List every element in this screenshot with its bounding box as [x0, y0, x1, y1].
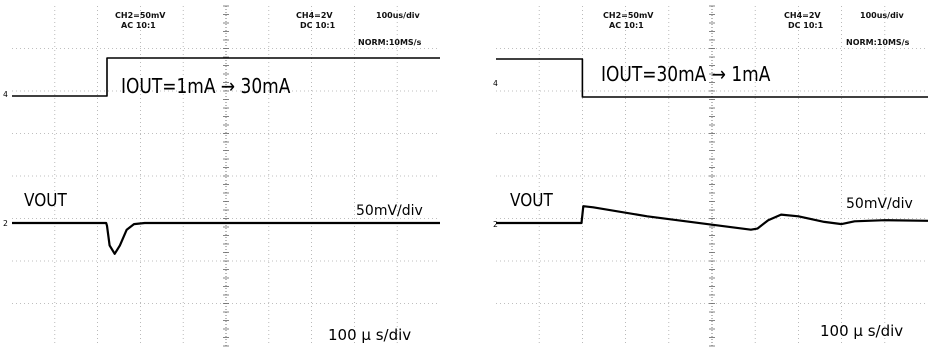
- ch2-ground-marker: 2: [3, 219, 8, 228]
- scope-plot-left: [12, 5, 440, 347]
- ch4-ground-marker: 4: [3, 90, 8, 99]
- ch4-setting: CH4=2V: [784, 11, 821, 20]
- ch2-coupling: AC 10:1: [121, 21, 156, 30]
- ch2-vout-trace: [496, 205, 928, 231]
- timebase: 100us/div: [860, 11, 904, 20]
- current-step-label: IOUT=30mA → 1mA: [601, 62, 771, 86]
- ch2-setting: CH2=50mV: [603, 11, 654, 20]
- vout-label: VOUT: [24, 190, 67, 211]
- ch4-setting: CH4=2V: [296, 11, 333, 20]
- trigger-mode: NORM:10MS/s: [358, 38, 422, 47]
- scope-plot-right: [496, 5, 928, 347]
- timebase: 100us/div: [376, 11, 420, 20]
- oscilloscope-screen-right: CH2=50mV AC 10:1 CH4=2V DC 10:1 100us/di…: [488, 0, 928, 348]
- trigger-mode: NORM:10MS/s: [846, 38, 910, 47]
- ch4-ground-marker: 4: [493, 79, 498, 88]
- ch2-coupling: AC 10:1: [609, 21, 644, 30]
- ch4-coupling: DC 10:1: [300, 21, 336, 30]
- vout-scale: 50mV/div: [356, 203, 423, 219]
- ch2-setting: CH2=50mV: [115, 11, 166, 20]
- time-scale: 100 μ s/div: [820, 322, 904, 340]
- vout-scale: 50mV/div: [846, 196, 913, 212]
- oscilloscope-screen-left: CH2=50mV AC 10:1 CH4=2V DC 10:1 100us/di…: [0, 0, 440, 348]
- current-step-label: IOUT=1mA → 30mA: [121, 74, 291, 98]
- ch2-vout-trace: [12, 221, 440, 255]
- ch4-iout-trace: [496, 58, 928, 98]
- time-scale: 100 μ s/div: [328, 326, 412, 344]
- ch2-ground-marker: 2: [493, 220, 498, 229]
- ch4-coupling: DC 10:1: [788, 21, 824, 30]
- vout-label: VOUT: [510, 190, 553, 211]
- ch4-iout-trace: [12, 57, 440, 97]
